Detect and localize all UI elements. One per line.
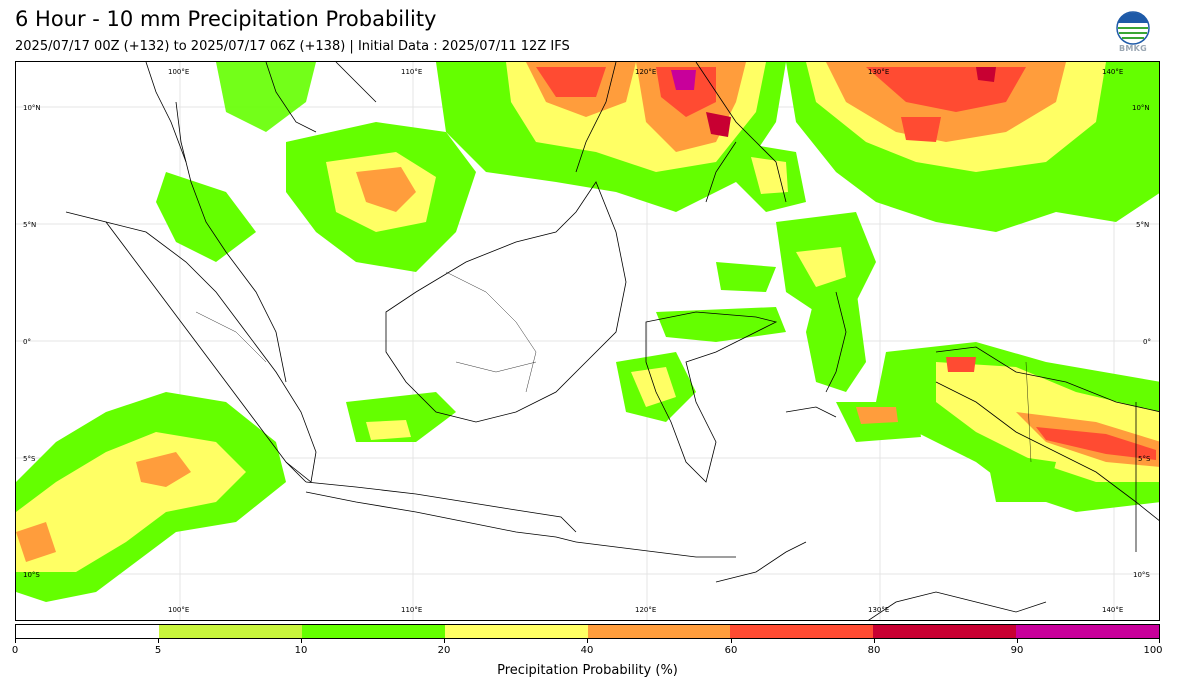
colorbar-tick-label: 0	[11, 645, 19, 656]
axis-labels: 100°E 110°E 120°E 130°E 140°E 100°E 110°…	[23, 68, 1151, 614]
colorbar-segment	[587, 625, 731, 638]
colorbar-tick-mark	[301, 639, 302, 643]
colorbar-segment	[301, 625, 445, 638]
lon-label-bottom: 100°E	[168, 606, 189, 614]
logo-text: BMKG	[1118, 44, 1148, 53]
colorbar-tick-mark	[1159, 639, 1160, 643]
lat-label-left: 5°S	[23, 455, 36, 463]
lat-label-right: 0°	[1143, 338, 1151, 346]
colorbar-segment	[730, 625, 874, 638]
colorbar-tick-mark	[444, 639, 445, 643]
colorbar-tick-label: 5	[154, 645, 162, 656]
lat-label-left: 5°N	[23, 221, 36, 229]
lon-label-top: 120°E	[635, 68, 656, 76]
boundaries	[195, 271, 1032, 463]
bmkg-logo: BMKG	[1114, 11, 1152, 55]
precipitation-map: 100°E 110°E 120°E 130°E 140°E 100°E 110°…	[15, 61, 1160, 621]
colorbar-segment	[16, 625, 159, 638]
colorbar	[15, 624, 1160, 639]
colorbar-tick-mark	[731, 639, 732, 643]
lat-label-left: 10°N	[23, 104, 41, 112]
lon-label-bottom: 120°E	[635, 606, 656, 614]
colorbar-tick-mark	[587, 639, 588, 643]
lon-label-bottom: 130°E	[868, 606, 889, 614]
colorbar-tick-label: 10	[294, 645, 308, 656]
colorbar-segment	[444, 625, 588, 638]
colorbar-tick-label: 80	[867, 645, 881, 656]
precipitation-areas	[16, 62, 1159, 602]
bmkg-logo-icon	[1116, 11, 1150, 45]
map-canvas: 100°E 110°E 120°E 130°E 140°E 100°E 110°…	[16, 62, 1159, 620]
colorbar-tick-mark	[15, 639, 16, 643]
colorbar-tick-mark	[1017, 639, 1018, 643]
colorbar-tick-mark	[158, 639, 159, 643]
lon-label-top: 140°E	[1102, 68, 1123, 76]
lon-label-top: 110°E	[401, 68, 422, 76]
colorbar-tick-label: 40	[580, 645, 594, 656]
colorbar-segment	[873, 625, 1017, 638]
lat-label-right: 5°N	[1136, 221, 1149, 229]
colorbar-segment	[158, 625, 302, 638]
lat-label-left: 0°	[23, 338, 31, 346]
colorbar-segment	[1016, 625, 1159, 638]
coastlines	[65, 62, 1159, 620]
colorbar-tick-label: 20	[437, 645, 451, 656]
lon-label-top: 100°E	[168, 68, 189, 76]
lon-label-bottom: 140°E	[1102, 606, 1123, 614]
lon-label-bottom: 110°E	[401, 606, 422, 614]
colorbar-label: Precipitation Probability (%)	[497, 663, 678, 678]
lat-label-right: 5°S	[1138, 455, 1151, 463]
lon-label-top: 130°E	[868, 68, 889, 76]
colorbar-tick-label: 60	[724, 645, 738, 656]
colorbar-tick-mark	[874, 639, 875, 643]
lat-label-left: 10°S	[23, 571, 40, 579]
lat-label-right: 10°N	[1132, 104, 1150, 112]
colorbar-tick-label: 100	[1143, 645, 1163, 656]
lat-label-right: 10°S	[1133, 571, 1150, 579]
map-title: 6 Hour - 10 mm Precipitation Probability	[15, 7, 437, 31]
map-subtitle: 2025/07/17 00Z (+132) to 2025/07/17 06Z …	[15, 39, 570, 54]
colorbar-tick-label: 90	[1010, 645, 1024, 656]
